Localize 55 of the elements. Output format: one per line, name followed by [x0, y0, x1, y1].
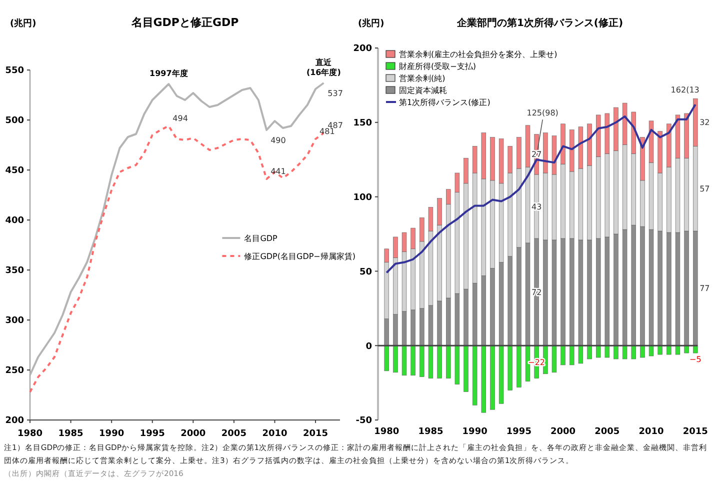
data-label: 77 — [700, 284, 710, 294]
data-label: 481 — [320, 127, 335, 136]
x-tick-label: 2005 — [594, 427, 620, 437]
x-tick-label: 1985 — [418, 427, 444, 437]
data-label: −5 — [689, 354, 702, 364]
data-label: 32 — [700, 118, 710, 128]
x-tick-label: 1995 — [506, 427, 532, 437]
legend-label: 固定資本減耗 — [399, 86, 447, 95]
x-tick-label: 2010 — [638, 427, 664, 437]
y-tick-label: -50 — [356, 416, 372, 426]
y-tick-label: 550 — [5, 66, 24, 76]
data-label: 494 — [172, 114, 188, 123]
legend-label: 名目GDP — [244, 234, 278, 243]
y-tick-label: 300 — [5, 316, 24, 326]
data-label: 57 — [700, 184, 710, 194]
y-tick-label: 500 — [5, 116, 24, 126]
legend-label: 営業余剰(純) — [399, 74, 446, 83]
data-label: 43 — [531, 202, 542, 212]
x-tick-label: 2015 — [302, 429, 328, 439]
y-axis-title: (兆円) — [10, 18, 36, 29]
y-tick-label: 350 — [5, 266, 24, 276]
y-tick-label: 450 — [5, 166, 24, 176]
annotation: 直近 (16年度) — [306, 58, 341, 77]
y-tick-label: 250 — [5, 366, 24, 376]
y-tick-label: 50 — [359, 267, 372, 278]
data-label: 537 — [328, 89, 343, 98]
y-tick-label: 100 — [353, 192, 372, 203]
y-tick-label: 200 — [5, 416, 24, 426]
x-tick-label: 1990 — [462, 427, 488, 437]
y-tick-label: 0 — [366, 342, 372, 352]
annotation: 1997年度 — [150, 68, 188, 78]
chart-title: 企業部門の第1次所得バランス(修正) — [456, 17, 624, 29]
y-tick-label: 200 — [353, 44, 372, 54]
x-tick-label: 2005 — [221, 429, 246, 439]
x-tick-label: 1985 — [58, 429, 84, 439]
x-tick-label: 1990 — [99, 429, 124, 439]
x-tick-label: 2010 — [262, 429, 288, 439]
legend-label: 財産所得(受取−支払) — [399, 62, 476, 71]
x-tick-label: 1980 — [374, 427, 400, 437]
data-label: 125(98) — [526, 108, 558, 118]
data-label: 162(13 — [670, 86, 700, 95]
x-tick-label: 1980 — [17, 429, 43, 439]
legend-label: 営業余剰(雇主の社会負担分を案分、上乗せ) — [399, 50, 558, 59]
y-tick-label: 150 — [353, 118, 372, 129]
x-tick-label: 2000 — [550, 427, 576, 437]
data-label: 490 — [270, 136, 286, 145]
data-label: 441 — [270, 167, 286, 176]
y-axis-title: (兆円) — [358, 18, 384, 29]
legend-label: 第1次所得バランス(修正) — [399, 98, 490, 107]
y-tick-label: 400 — [5, 216, 24, 226]
x-tick-label: 2015 — [682, 427, 708, 437]
chart-title: 名目GDPと修正GDP — [130, 16, 239, 29]
x-tick-label: 1995 — [140, 429, 165, 439]
legend-label: 修正GDP(名目GDP−帰属家賃) — [244, 252, 356, 261]
x-tick-label: 2000 — [180, 429, 206, 439]
